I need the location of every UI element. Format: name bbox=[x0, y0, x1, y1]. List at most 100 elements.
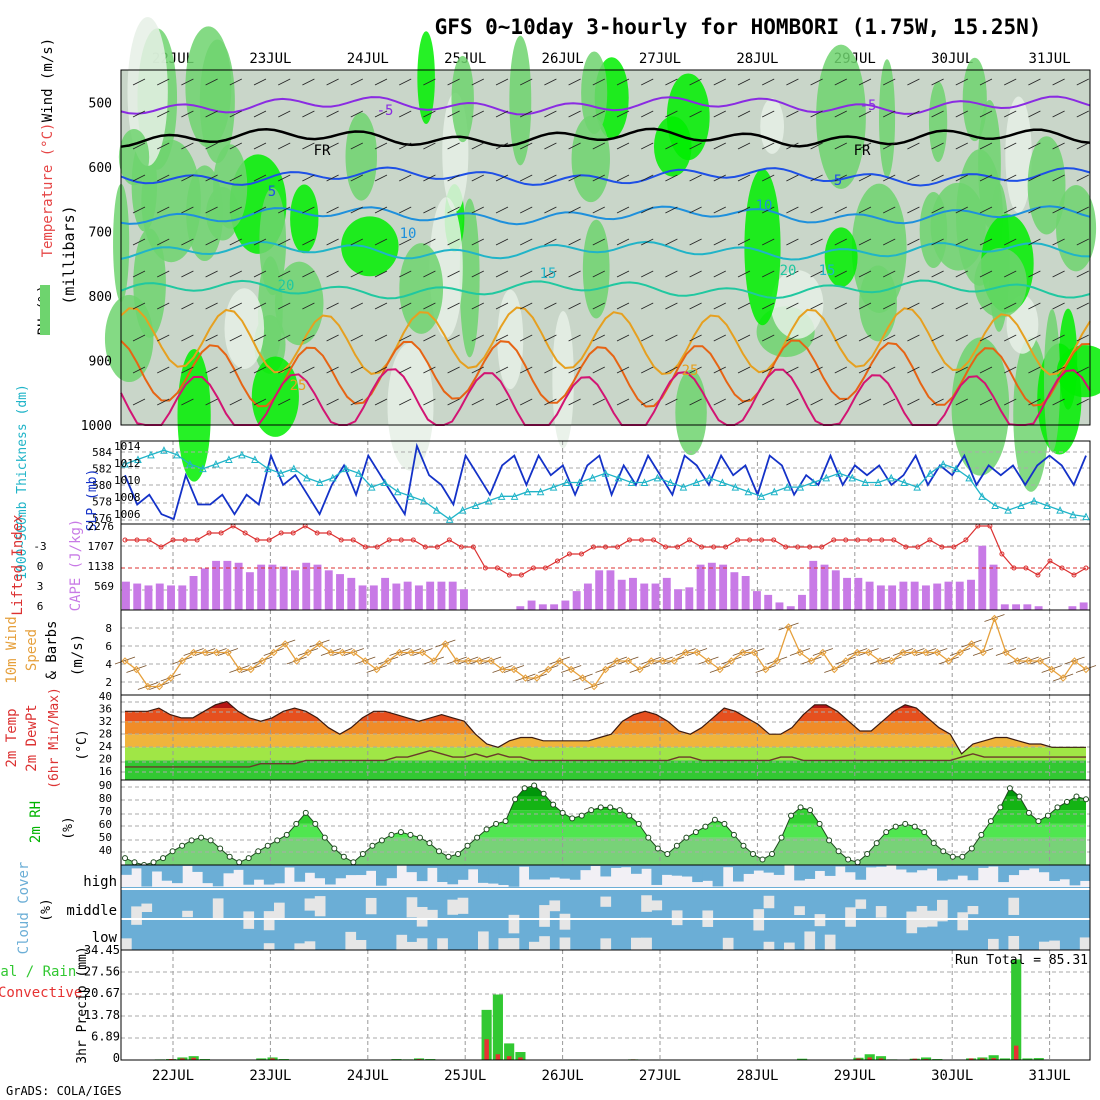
bottom-date-label: 28JUL bbox=[736, 1068, 778, 1084]
top-date-label: 28JUL bbox=[736, 51, 778, 67]
high-cloud-cell bbox=[314, 865, 326, 879]
thickness-marker bbox=[744, 487, 753, 496]
wind-barb bbox=[495, 366, 509, 374]
rh2m-marker bbox=[1054, 804, 1061, 811]
top-date-label: 23JUL bbox=[249, 51, 291, 67]
middle-cloud-cell bbox=[916, 905, 928, 928]
wind-barb bbox=[278, 110, 291, 118]
wind-barb bbox=[205, 398, 218, 406]
wind-barb bbox=[834, 142, 847, 150]
bottom-date-label: 27JUL bbox=[639, 1068, 681, 1084]
wind-barb bbox=[544, 270, 557, 278]
wind-barb bbox=[568, 110, 581, 118]
thickness-marker bbox=[679, 482, 688, 491]
low-cloud-cell bbox=[784, 942, 795, 950]
wind-barb bbox=[810, 302, 823, 310]
rh-region bbox=[1043, 309, 1061, 452]
cape-bar bbox=[764, 594, 773, 610]
wind-barb bbox=[423, 206, 436, 214]
lifted-index-marker bbox=[903, 544, 909, 550]
low-cloud-cell bbox=[1079, 937, 1091, 950]
cape-bar bbox=[189, 575, 198, 610]
rh-region bbox=[962, 57, 987, 142]
wind-speed-marker bbox=[784, 623, 793, 631]
high-cloud-cell bbox=[529, 865, 540, 880]
wind-barb bbox=[205, 334, 218, 342]
thickness-marker bbox=[277, 469, 285, 477]
cape-bar bbox=[629, 577, 637, 610]
rh2m-marker bbox=[340, 853, 347, 860]
wind-barb bbox=[278, 270, 291, 278]
wind-barb bbox=[955, 174, 968, 182]
cape-bar bbox=[527, 600, 536, 610]
temp-band bbox=[125, 760, 1086, 780]
rh-colorbar bbox=[40, 285, 50, 335]
isotherm-10 bbox=[120, 205, 1091, 226]
rh2m-marker bbox=[321, 834, 328, 841]
middle-cloud-cell bbox=[365, 897, 377, 915]
cape-bar bbox=[426, 581, 435, 610]
high-cloud-cell bbox=[151, 865, 163, 872]
thickness-marker bbox=[562, 478, 571, 486]
rh2m-marker bbox=[807, 807, 814, 814]
lifted-index-marker bbox=[819, 544, 825, 550]
rh-region bbox=[141, 139, 201, 263]
temp-band bbox=[125, 701, 1086, 709]
middle-cloud-cell bbox=[967, 906, 979, 915]
wind-speed-marker bbox=[613, 657, 621, 665]
rh2m-marker bbox=[949, 853, 956, 860]
contour-label: FR bbox=[854, 143, 871, 159]
wind-barb bbox=[786, 142, 799, 150]
wind-barb bbox=[1076, 206, 1089, 214]
wind-barb bbox=[931, 238, 944, 246]
y-tick-label: 20 bbox=[99, 753, 112, 766]
wind-speed-marker bbox=[887, 657, 896, 665]
wind-speed-marker bbox=[132, 665, 141, 674]
wind-barb bbox=[641, 174, 654, 182]
y-tick-label: 578 bbox=[92, 496, 112, 509]
wind-speed-marker bbox=[1070, 657, 1079, 665]
wind-barb bbox=[641, 270, 654, 278]
rh2m-marker bbox=[826, 837, 833, 844]
precip-total-bar bbox=[481, 1009, 492, 1060]
wind-barb bbox=[1028, 270, 1041, 278]
wind-barb bbox=[641, 78, 654, 86]
high-cloud-cell bbox=[376, 865, 387, 886]
wind-barb bbox=[374, 142, 388, 150]
cape-bar bbox=[538, 604, 547, 610]
rh2m-marker bbox=[569, 815, 576, 822]
rh2m-marker bbox=[740, 842, 747, 849]
high-cloud-cell bbox=[365, 865, 377, 871]
middle-cloud-cell bbox=[447, 899, 459, 915]
middle-cloud-cell bbox=[814, 914, 826, 927]
lifted-index-marker bbox=[915, 544, 921, 550]
rh2m-marker bbox=[597, 804, 604, 811]
dewpt-axis-label: 2m DewPt bbox=[24, 704, 40, 771]
rh2m-marker bbox=[616, 807, 623, 814]
wind-barb bbox=[737, 366, 751, 374]
high-cloud-cell bbox=[620, 865, 632, 868]
wind-speed-marker bbox=[281, 640, 289, 648]
rh2m-marker bbox=[588, 807, 595, 814]
wind-barb bbox=[278, 238, 291, 246]
wind-speed-marker bbox=[178, 657, 186, 665]
thickness-marker bbox=[510, 492, 519, 500]
rh-region bbox=[274, 261, 324, 346]
wind-speed-marker bbox=[922, 648, 930, 657]
wind-barb bbox=[1004, 206, 1017, 214]
wind-barb bbox=[205, 206, 218, 214]
rh2m-marker bbox=[702, 823, 709, 830]
low-cloud-cell bbox=[641, 937, 652, 950]
wind-barb bbox=[665, 78, 678, 86]
precip-total-bar bbox=[988, 1055, 999, 1060]
lifted-index-marker bbox=[374, 544, 380, 550]
cape-bar bbox=[460, 589, 468, 610]
thickness-marker bbox=[978, 492, 986, 500]
rh2m-marker bbox=[578, 812, 585, 819]
isotherm-20 bbox=[120, 279, 1091, 300]
wind-barb bbox=[907, 206, 920, 214]
wind-barb bbox=[350, 174, 363, 182]
middle-cloud-cell bbox=[406, 897, 418, 918]
lifted-index-marker bbox=[506, 572, 512, 578]
wind-barb bbox=[737, 334, 751, 342]
